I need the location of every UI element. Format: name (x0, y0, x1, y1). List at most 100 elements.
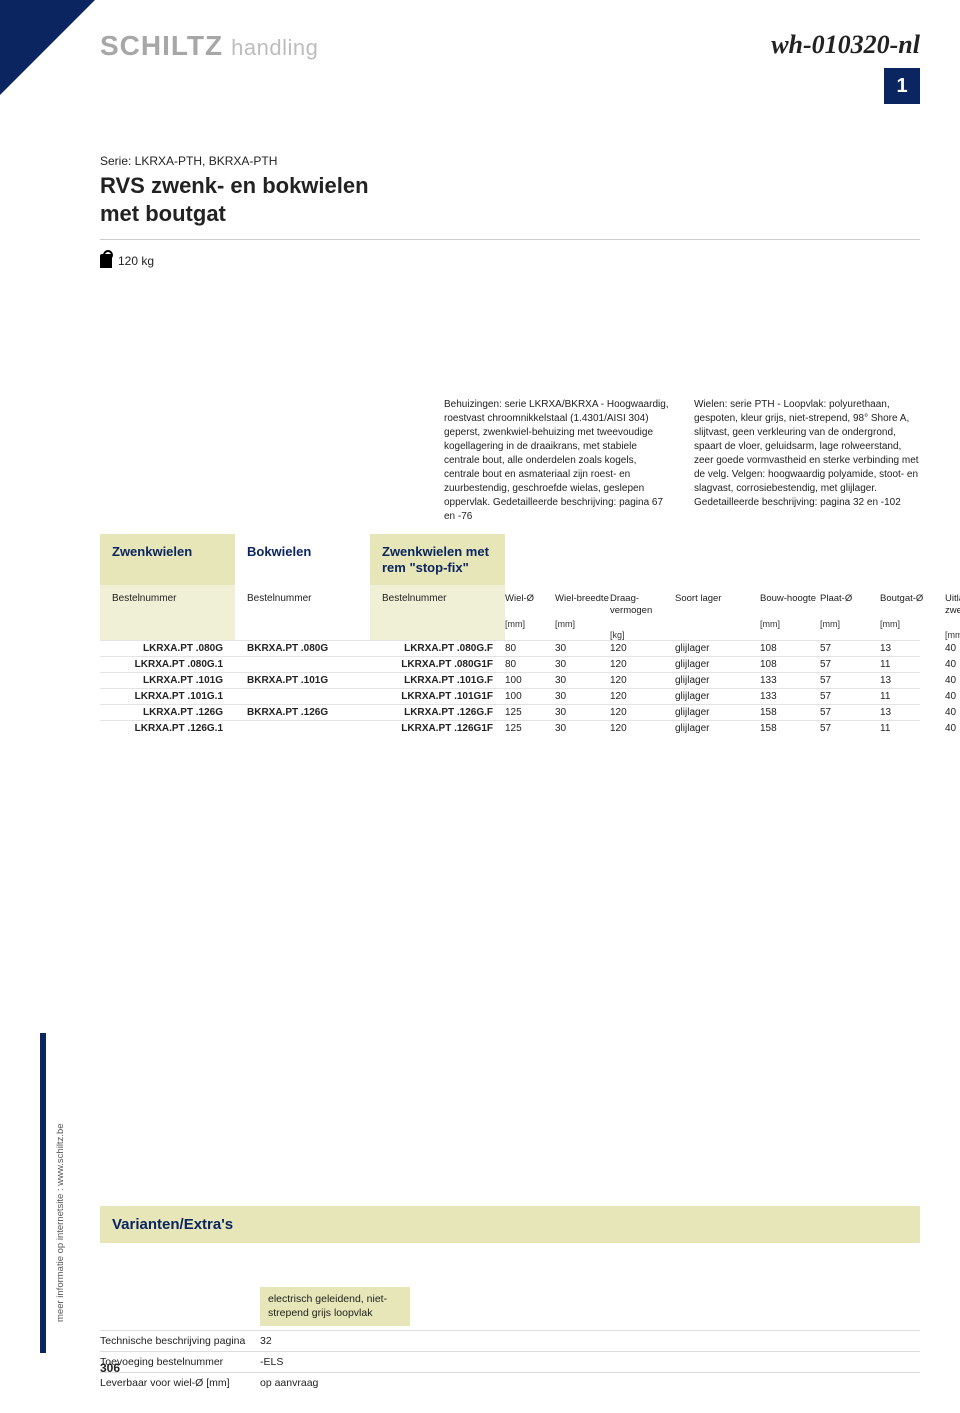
variant-label: Toevoeging bestelnummer (100, 1356, 260, 1368)
variant-label: Technische beschrijving pagina (100, 1335, 260, 1347)
spec-cell: 120 (610, 691, 675, 702)
main-title: RVS zwenk- en bokwielen met boutgat (100, 172, 920, 227)
spec-header: Bouw-hoogte[mm] (760, 593, 820, 640)
spec-values: 8030120glijlager108571140 (505, 657, 960, 672)
spec-cell: 133 (760, 691, 820, 702)
spec-cell: 57 (820, 691, 880, 702)
order-b (235, 721, 370, 736)
order-b (235, 689, 370, 704)
spec-cell: 158 (760, 723, 820, 734)
spec-cell: 57 (820, 643, 880, 654)
order-b: BKRXA.PT .126G (235, 705, 370, 720)
order-a: LKRXA.PT .126G.1 (100, 721, 235, 736)
variants-block: Varianten/Extra's electrisch geleidend, … (100, 1206, 920, 1393)
spec-cell: 40 (945, 643, 960, 654)
doc-id: wh-010320-nl (771, 30, 920, 60)
variant-row: Toevoeging bestelnummer-ELS (100, 1351, 920, 1372)
desc-right: Wielen: serie PTH - Loopvlak: polyuretha… (694, 398, 920, 524)
order-a: LKRXA.PT .080G (100, 641, 235, 656)
desc-left: Behuizingen: serie LKRXA/BKRXA - Hoogwaa… (444, 398, 670, 524)
table-row: LKRXA.PT .080G.1 LKRXA.PT .080G1F8030120g… (100, 656, 920, 672)
title-line1: RVS zwenk- en bokwielen (100, 173, 369, 198)
spec-values: 10030120glijlager133571140 (505, 689, 960, 704)
spec-cell: 13 (880, 707, 945, 718)
spec-cell: 30 (555, 675, 610, 686)
header-order-c: Bestelnummer (370, 585, 505, 640)
spec-cell: 120 (610, 675, 675, 686)
spec-header: Wiel-Ø[mm] (505, 593, 555, 640)
spec-cell: 11 (880, 723, 945, 734)
spec-values: 12530120glijlager158571140 (505, 721, 960, 736)
order-c: LKRXA.PT .126G1F (370, 721, 505, 736)
spec-cell: glijlager (675, 691, 760, 702)
spec-cell: glijlager (675, 723, 760, 734)
variants-title: Varianten/Extra's (100, 1206, 920, 1243)
side-stripe (40, 1033, 46, 1353)
variant-label: Leverbaar voor wiel-Ø [mm] (100, 1377, 260, 1389)
logo: SCHILTZ handling (100, 30, 318, 62)
spec-cell: 30 (555, 659, 610, 670)
spec-cell: 80 (505, 659, 555, 670)
corner-triangle (0, 0, 95, 95)
spec-cell: 40 (945, 659, 960, 670)
spec-cell: 13 (880, 643, 945, 654)
order-b: BKRXA.PT .080G (235, 641, 370, 656)
variant-value: 32 (260, 1335, 410, 1347)
spec-values: 12530120glijlager158571340 (505, 705, 960, 720)
category-tabs: Zwenkwielen Bokwielen Zwenkwielen met re… (100, 534, 920, 585)
spec-cell: 120 (610, 643, 675, 654)
order-b (235, 657, 370, 672)
table-row: LKRXA.PT .126G.1 LKRXA.PT .126G1F12530120… (100, 720, 920, 736)
variant-row: Leverbaar voor wiel-Ø [mm]op aanvraag (100, 1372, 920, 1393)
spec-cell: 30 (555, 691, 610, 702)
title-line2: met boutgat (100, 201, 226, 226)
page-number: 306 (100, 1361, 120, 1375)
spec-header: Uitlading zwenkwiel[mm] (945, 593, 960, 640)
tab-bokwielen: Bokwielen (235, 534, 370, 585)
spec-cell: 125 (505, 723, 555, 734)
table-row: LKRXA.PT .080GBKRXA.PT .080GLKRXA.PT .08… (100, 640, 920, 656)
spec-header: Wiel-breedte[mm] (555, 593, 610, 640)
spec-cell: 11 (880, 659, 945, 670)
spec-values: 8030120glijlager108571340 (505, 641, 960, 656)
spec-cell: 57 (820, 659, 880, 670)
spec-header: Soort lager (675, 593, 760, 640)
spec-cell: 57 (820, 723, 880, 734)
logo-sub: handling (231, 35, 318, 61)
doc-id-block: wh-010320-nl 1 (771, 30, 920, 104)
weight-value: 120 kg (118, 254, 154, 268)
logo-main: SCHILTZ (100, 30, 223, 62)
data-rows: LKRXA.PT .080GBKRXA.PT .080GLKRXA.PT .08… (0, 640, 960, 736)
spec-cell: 120 (610, 723, 675, 734)
order-c: LKRXA.PT .101G.F (370, 673, 505, 688)
spec-cell: 125 (505, 707, 555, 718)
spec-cell: 40 (945, 723, 960, 734)
order-a: LKRXA.PT .080G.1 (100, 657, 235, 672)
spec-cell: 120 (610, 707, 675, 718)
spec-cell: 40 (945, 707, 960, 718)
variant-value: -ELS (260, 1356, 410, 1368)
spec-cell: 120 (610, 659, 675, 670)
spec-cell: glijlager (675, 675, 760, 686)
order-a: LKRXA.PT .126G (100, 705, 235, 720)
variant-row: Technische beschrijving pagina32 (100, 1330, 920, 1351)
side-text: meer informatie op internetsite : www.sc… (55, 1124, 66, 1323)
table-row: LKRXA.PT .126GBKRXA.PT .126GLKRXA.PT .12… (100, 704, 920, 720)
spec-cell: 108 (760, 643, 820, 654)
spec-cell: 57 (820, 707, 880, 718)
spec-cell: 133 (760, 675, 820, 686)
description-columns: Behuizingen: serie LKRXA/BKRXA - Hoogwaa… (100, 398, 920, 524)
spec-header: Boutgat-Ø[mm] (880, 593, 945, 640)
table-row: LKRXA.PT .101G.1LKRXA.PT .101G1F10030120… (100, 688, 920, 704)
spec-header-cols: Wiel-Ø[mm]Wiel-breedte[mm]Draag-vermogen… (505, 585, 960, 640)
spec-header: Plaat-Ø[mm] (820, 593, 880, 640)
order-c: LKRXA.PT .080G1F (370, 657, 505, 672)
spec-cell: glijlager (675, 659, 760, 670)
serie-line: Serie: LKRXA-PTH, BKRXA-PTH (100, 154, 920, 168)
desc-spacer (100, 398, 420, 524)
spec-cell: 30 (555, 723, 610, 734)
spec-cell: glijlager (675, 707, 760, 718)
order-b: BKRXA.PT .101G (235, 673, 370, 688)
weight-row: 120 kg (100, 254, 960, 268)
weight-icon (100, 254, 112, 268)
